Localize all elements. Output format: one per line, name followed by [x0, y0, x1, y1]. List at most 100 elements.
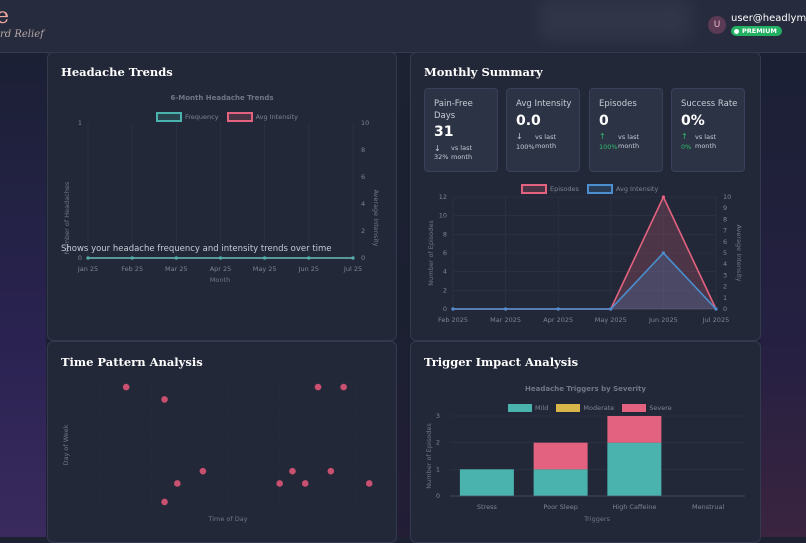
summary-ytick: 12 — [439, 193, 447, 201]
trends-y2label: Average Intensity — [372, 189, 380, 246]
trigger-ytick: 2 — [436, 439, 440, 447]
time-point — [289, 467, 296, 475]
stat-label: Pain-Free Days — [434, 99, 473, 121]
monthly-summary-title: Monthly Summary — [424, 65, 543, 79]
trends-y2tick: 10 — [361, 119, 369, 127]
summary-legend: Episodes Avg Intensity — [521, 184, 658, 194]
trigger-xtick: Menstrual — [692, 503, 724, 511]
time-point — [161, 498, 168, 506]
time-point — [365, 480, 373, 487]
header-blur — [540, 0, 690, 40]
summary-point — [556, 307, 560, 311]
summary-xtick: Jul 2025 — [702, 316, 729, 324]
brand-title[interactable]: e — [0, 4, 10, 29]
headache-trends-card: Headache Trends 6-Month Headache Trends … — [47, 52, 397, 341]
trigger-ytick: 0 — [436, 492, 440, 500]
user-email[interactable]: user@headlyme.c — [731, 13, 806, 24]
trends-point — [307, 256, 311, 260]
monthly-episodes-chart: Number of Episodes Average Intensity 0 2 4… — [427, 193, 743, 324]
stat-pain-free-days[interactable]: Pain-Free Days 31 ↓ 32% vs last month — [424, 88, 498, 172]
legend-mild-swatch — [508, 404, 532, 412]
stat-label: Success Rate — [681, 99, 738, 109]
summary-y2tick: 0 — [723, 305, 727, 313]
trends-y2tick: 8 — [361, 146, 365, 154]
legend-episodes-swatch — [521, 184, 547, 194]
trends-description: Shows your headache frequency and intens… — [61, 244, 332, 254]
summary-y2tick: 8 — [723, 215, 727, 223]
stat-avg-intensity[interactable]: Avg Intensity 0.0 ↓ 100% vs last month — [506, 88, 580, 172]
trends-point — [218, 256, 223, 260]
legend-severe[interactable]: Severe — [622, 404, 672, 412]
trigger-bar-severe — [607, 416, 662, 443]
time-point — [276, 480, 283, 487]
stat-success-rate[interactable]: Success Rate 0% ↑ 0% vs last month — [671, 88, 745, 172]
legend-moderate-swatch — [556, 404, 581, 412]
summary-xtick: Feb 2025 — [438, 316, 468, 324]
time-pattern-card: Time Pattern Analysis — [47, 341, 397, 543]
legend-avg-intensity[interactable]: Avg Intensity — [226, 112, 298, 122]
trigger-legend: Mild Moderate Severe — [508, 404, 672, 412]
down-arrow-icon: ↓ — [516, 132, 523, 141]
trends-point — [263, 256, 267, 260]
time-ylabel: Day of Week — [62, 424, 70, 465]
time-point — [199, 467, 207, 475]
trigger-bar-mild — [607, 442, 662, 496]
summary-point — [504, 307, 508, 311]
trigger-xtick: Stress — [477, 503, 498, 511]
summary-point — [609, 307, 613, 311]
legend-episodes[interactable]: Episodes — [521, 184, 579, 194]
stat-change: 0% — [681, 143, 692, 151]
summary-y2label: Average Intensity — [735, 224, 743, 281]
trigger-bar-mild — [459, 469, 514, 496]
trends-legend: Frequency Avg Intensity — [156, 112, 298, 122]
summary-y2tick: 7 — [723, 227, 727, 235]
time-pattern-chart: Day of Week Time of Day — [62, 382, 383, 523]
summary-line-1 — [453, 251, 717, 310]
summary-ytick: 10 — [439, 212, 447, 220]
trigger-xtick: High Caffeine — [612, 503, 656, 511]
trends-y2tick: 6 — [361, 173, 365, 181]
time-pattern-title: Time Pattern Analysis — [61, 355, 203, 369]
legend-mild[interactable]: Mild — [508, 404, 548, 412]
trigger-ytick: 3 — [436, 412, 440, 420]
legend-avg-intensity-swatch — [226, 112, 253, 122]
trends-xtick: Jul 25 — [343, 265, 362, 273]
legend-frequency-label: Frequency — [185, 113, 219, 121]
trends-xtick: May 25 — [253, 265, 277, 273]
stat-change: 32% — [434, 153, 449, 161]
legend-moderate-label: Moderate — [583, 404, 615, 412]
background-left — [0, 52, 46, 537]
summary-point — [661, 251, 665, 255]
brand-tagline: rd Relief — [0, 29, 44, 40]
trends-point — [351, 256, 355, 260]
summary-y2tick: 5 — [723, 249, 727, 257]
trigger-xlabel: Triggers — [583, 515, 610, 523]
trends-y2tick: 0 — [361, 254, 365, 262]
summary-ytick: 6 — [443, 249, 447, 257]
stat-vs-text: vs last month — [535, 133, 557, 150]
time-point — [301, 480, 309, 487]
trigger-xtick: Poor Sleep — [543, 503, 577, 511]
summary-y2tick: 1 — [723, 294, 727, 302]
summary-y2tick: 4 — [723, 260, 727, 268]
summary-point — [661, 195, 665, 199]
trends-xtick: Feb 25 — [121, 265, 143, 273]
premium-badge-label: PREMIUM — [742, 27, 777, 35]
trends-ylabel: Number of Headaches — [63, 181, 71, 254]
trends-chart-title: 6-Month Headache Trends — [170, 94, 274, 102]
stat-episodes[interactable]: Episodes 0 ↑ 100% vs last month — [589, 88, 663, 172]
stat-change: 100% — [516, 143, 535, 151]
time-xlabel: Time of Day — [207, 515, 247, 523]
top-header: e rd Relief U user@headlyme.c PREMIUM — [0, 0, 806, 53]
legend-frequency[interactable]: Frequency — [156, 112, 219, 122]
legend-avg-intensity-2[interactable]: Avg Intensity — [586, 184, 658, 194]
stat-value: 0.0 — [516, 113, 541, 129]
trends-xtick: Mar 25 — [165, 265, 188, 273]
trends-ytick: 0 — [78, 254, 82, 262]
avatar[interactable]: U — [708, 16, 726, 34]
trigger-ylabel: Number of Episodes — [425, 423, 433, 489]
time-point — [314, 383, 322, 391]
legend-moderate[interactable]: Moderate — [556, 404, 614, 412]
summary-xtick: Jun 2025 — [648, 316, 678, 324]
summary-point — [451, 307, 455, 311]
